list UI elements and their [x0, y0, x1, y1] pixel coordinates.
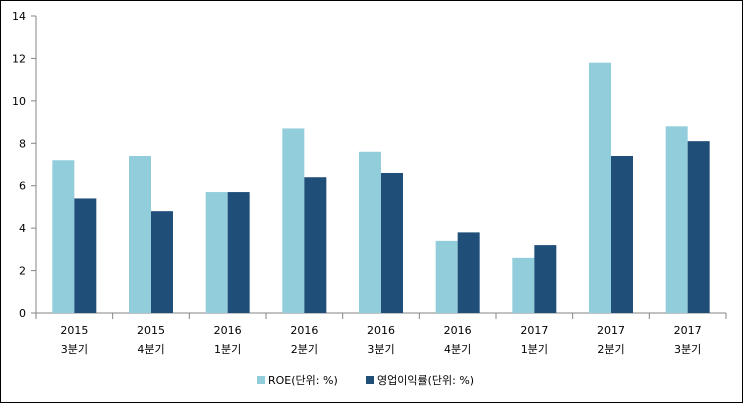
y-tick-label: 14: [12, 10, 26, 23]
x-category-year-label: 2017: [520, 324, 548, 337]
x-category-quarter-label: 2분기: [291, 343, 318, 356]
x-axis-labels: 2015 3분기 2015 4분기 2016 1분기 2016 2분기 2016 3분기 2016 4…: [60, 324, 701, 356]
x-category-year-label: 2017: [674, 324, 702, 337]
y-axis-labels: 0 2 4 6 8 10 12 14: [12, 10, 26, 320]
y-tick-label: 2: [19, 265, 26, 278]
x-category-quarter-label: 2분기: [597, 343, 624, 356]
bar-roe: [359, 151, 381, 313]
bar-operating-margin: [381, 172, 403, 313]
y-tick-label: 6: [19, 180, 26, 193]
y-tick-label: 10: [12, 95, 26, 108]
bar-operating-margin: [611, 156, 633, 313]
bar-roe: [589, 62, 611, 313]
bar-roe: [129, 156, 151, 313]
legend-item-roe-label: ROE(단위: %): [268, 374, 338, 387]
bar-operating-margin: [687, 141, 710, 313]
legend-item-operating-margin-label: 영업이익률(단위: %): [377, 374, 474, 387]
y-tick-label: 8: [19, 137, 26, 150]
bar-roe: [205, 192, 228, 313]
bar-roe: [435, 240, 458, 313]
legend-item-operating-margin-swatch: [366, 376, 374, 384]
bar-roe: [52, 160, 75, 313]
x-category-quarter-label: 1분기: [214, 343, 241, 356]
legend: ROE(단위: %) 영업이익률(단위: %): [257, 374, 474, 387]
x-category-quarter-label: 1분기: [521, 343, 548, 356]
bar-operating-margin: [534, 245, 557, 313]
y-tick-label: 0: [19, 307, 26, 320]
bar-roe: [665, 126, 688, 313]
y-tick-label: 4: [19, 222, 26, 235]
legend-item-roe-swatch: [257, 376, 265, 384]
bar-operating-margin: [457, 232, 480, 313]
y-tick-label: 12: [12, 52, 26, 65]
bars: [52, 62, 710, 313]
bar-operating-margin: [304, 177, 327, 313]
bar-operating-margin: [227, 192, 250, 313]
x-category-year-label: 2016: [290, 324, 318, 337]
x-category-year-label: 2015: [60, 324, 88, 337]
x-category-quarter-label: 3분기: [61, 343, 88, 356]
x-category-year-label: 2016: [214, 324, 242, 337]
x-category-quarter-label: 3분기: [367, 343, 394, 356]
x-category-year-label: 2017: [597, 324, 625, 337]
x-category-year-label: 2016: [444, 324, 472, 337]
bar-operating-margin: [74, 198, 97, 313]
bar-roe: [512, 257, 535, 313]
x-category-quarter-label: 4분기: [444, 343, 471, 356]
x-category-year-label: 2016: [367, 324, 395, 337]
bar-operating-margin: [151, 211, 173, 313]
x-category-year-label: 2015: [137, 324, 165, 337]
x-category-quarter-label: 3분기: [674, 343, 701, 356]
bar-roe: [282, 128, 305, 313]
x-category-quarter-label: 4분기: [137, 343, 164, 356]
